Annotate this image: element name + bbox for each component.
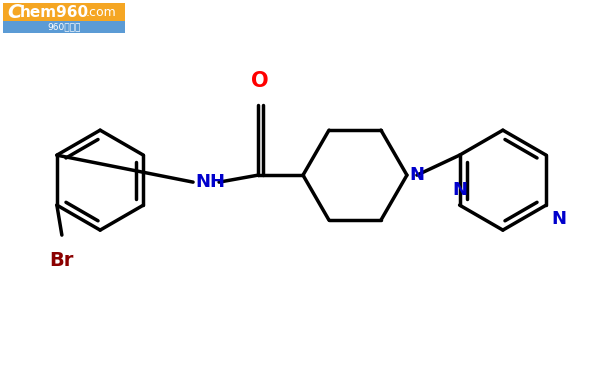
Text: Br: Br	[50, 251, 74, 270]
Text: N: N	[551, 210, 566, 228]
Text: N: N	[409, 166, 424, 184]
Text: NH: NH	[195, 173, 225, 191]
Bar	[3, 21, 125, 33]
Text: .com: .com	[85, 6, 116, 19]
Bar	[3, 3, 125, 33]
Text: C: C	[7, 3, 21, 22]
Text: O: O	[251, 71, 269, 91]
Text: N: N	[452, 181, 467, 199]
Text: hem960: hem960	[20, 5, 90, 20]
Text: 960化工网: 960化工网	[47, 23, 81, 32]
